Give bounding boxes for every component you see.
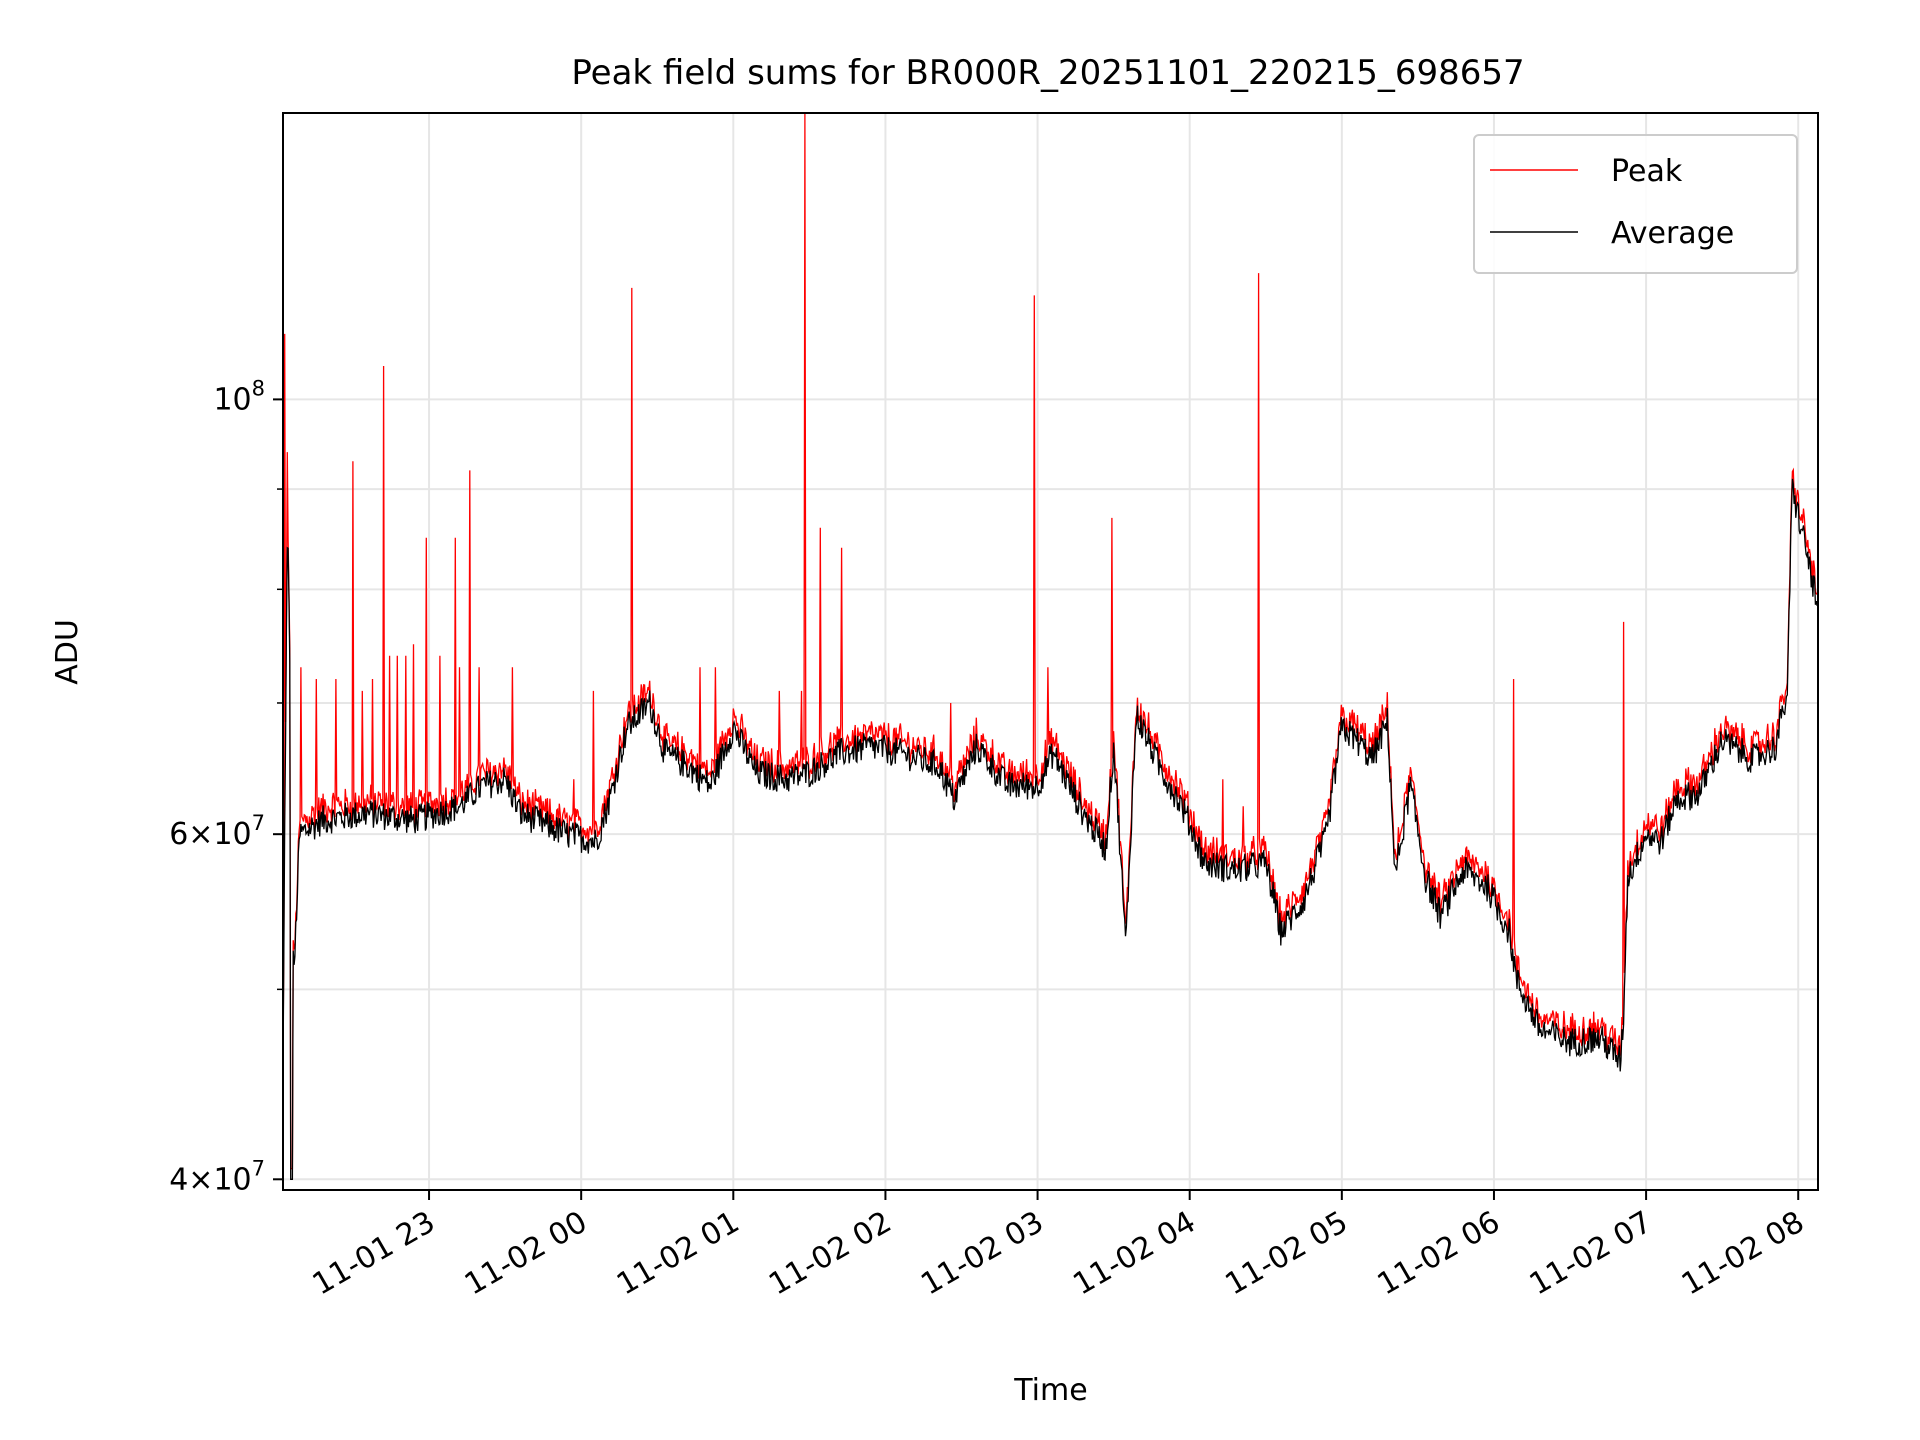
- x-axis-label: Time: [1013, 1373, 1087, 1408]
- legend: Peak Average: [1473, 134, 1798, 274]
- peak-series: [282, 112, 1819, 1170]
- y-tick-label: 4×107: [169, 1156, 265, 1197]
- y-axis-label: ADU: [50, 619, 85, 685]
- legend-peak-label: Peak: [1611, 154, 1683, 189]
- legend-average-label: Average: [1611, 216, 1734, 251]
- average-line: [282, 478, 1819, 1180]
- y-tick-label: 6×107: [169, 811, 265, 852]
- plot-frame: [282, 112, 1819, 1191]
- average-series: [282, 478, 1819, 1180]
- grid-lines: [283, 113, 1818, 1190]
- chart-title: Peak field sums for BR000R_20251101_2202…: [571, 53, 1524, 93]
- peak-line: [282, 112, 1819, 1170]
- y-tick-label: 108: [213, 376, 265, 417]
- y-axis-ticks: 4×107 6×107 108: [169, 376, 283, 1197]
